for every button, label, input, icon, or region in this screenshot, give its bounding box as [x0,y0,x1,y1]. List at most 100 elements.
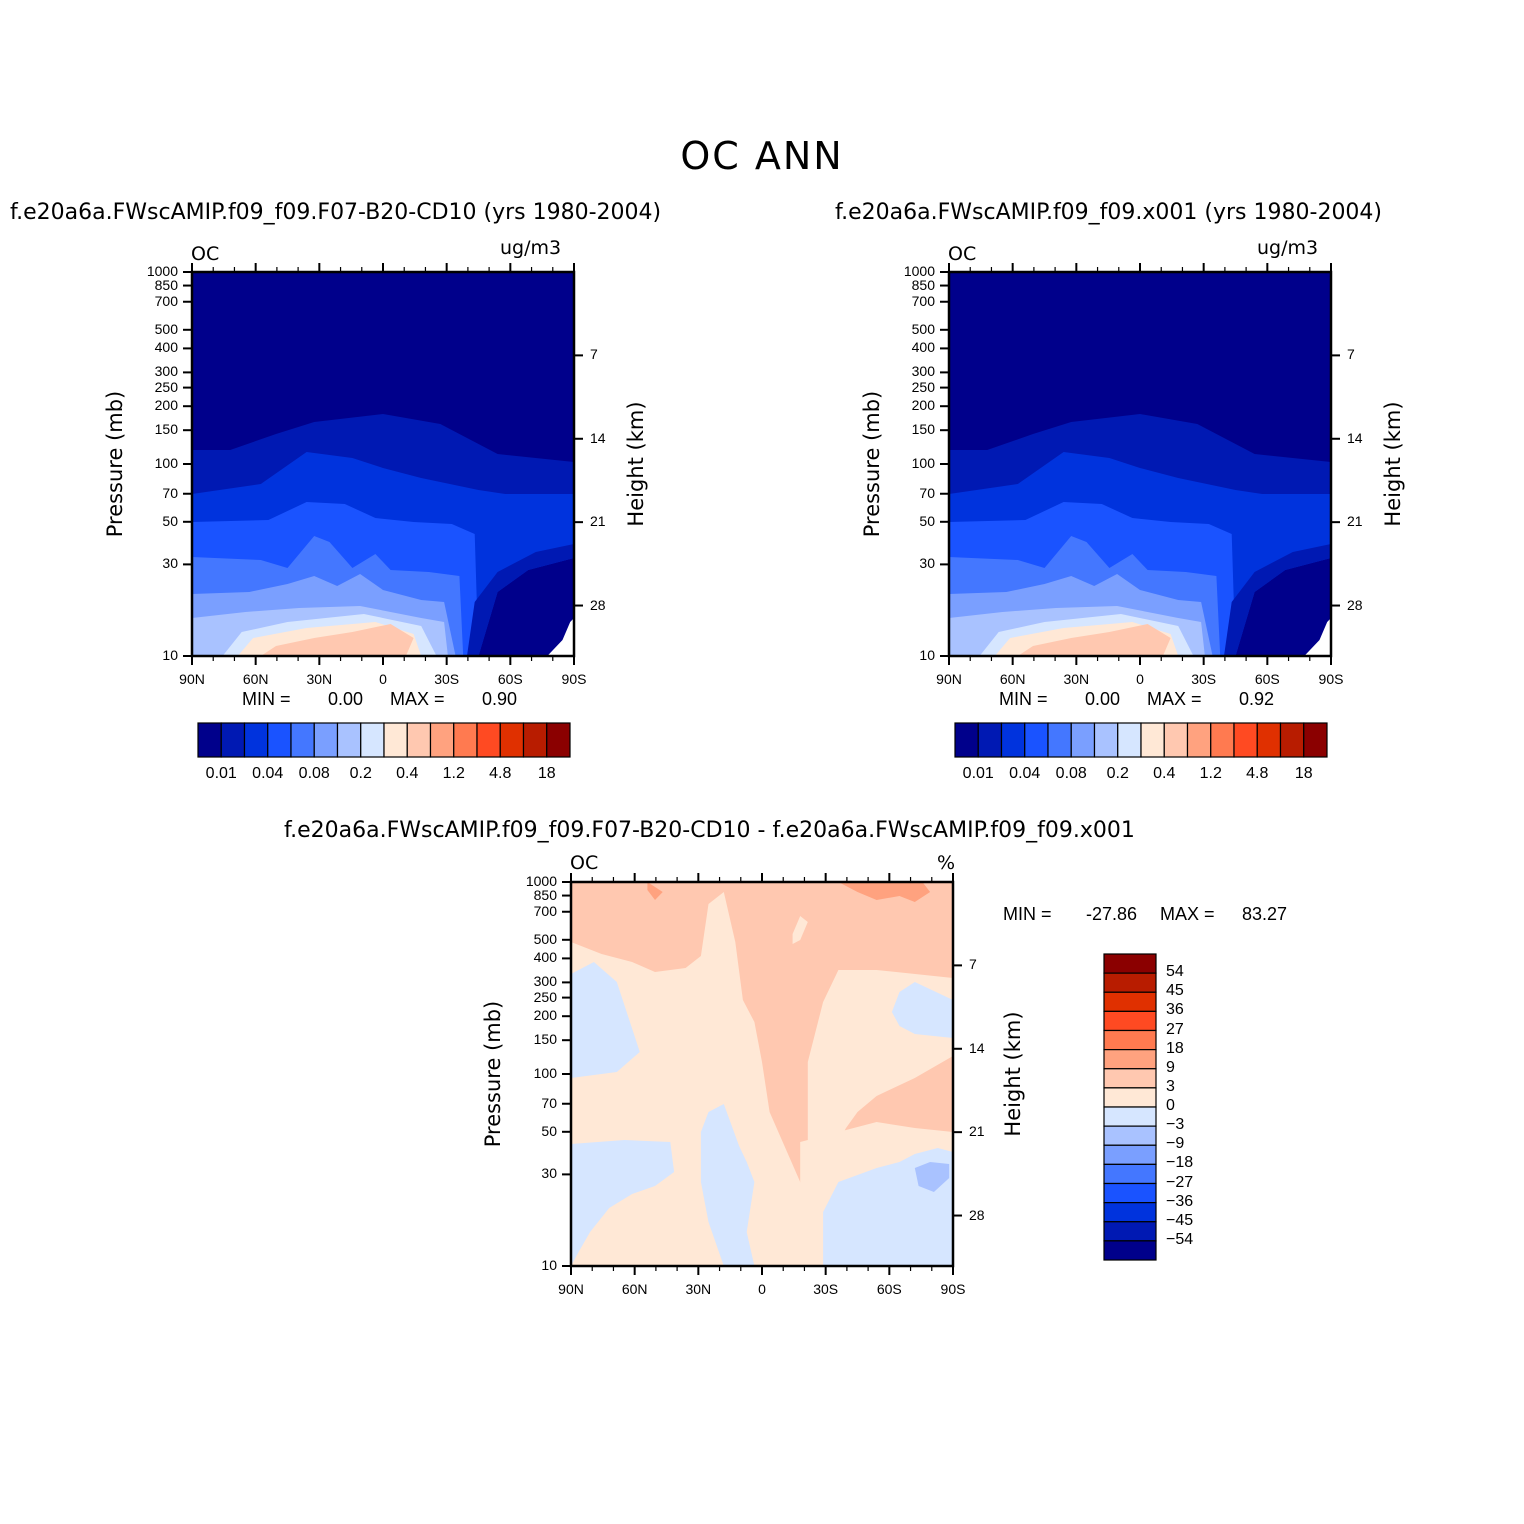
left-contour-band-12 [547,618,574,656]
left-contour-band-11 [467,544,574,656]
diff-min-label: MIN = [1003,904,1052,924]
left-colorbar-swatch [290,722,315,758]
diff-x-tick-label: 0 [758,1281,766,1297]
diff-y-tick-label: 10 [541,1257,557,1273]
right-y2-tick-label: 28 [1347,596,1363,613]
right-y-tick-label: 700 [911,292,935,309]
diff-x-tick-label: 90N [558,1281,584,1297]
right-y2-tick-label: 21 [1347,513,1363,530]
diff-colorbar-label: −45 [1166,1211,1194,1229]
right-colorbar-swatch [1024,722,1049,758]
diff-x-tick-label: 60N [621,1281,648,1297]
left-x-tick-label: 60S [497,671,523,687]
diff-x-tick-label: 30N [685,1281,712,1297]
diff-colorbar-label: −9 [1166,1135,1185,1153]
diff-units-label: % [937,852,956,874]
left-colorbar-swatch [313,722,339,758]
diff-contour-band-6 [571,1140,675,1266]
right-colorbar-label: 0.04 [1009,765,1041,782]
right-max-label: MAX = [1147,689,1202,709]
diff-colorbar-swatch [1103,1106,1157,1127]
diff-colorbar-swatch [1103,991,1157,1012]
left-colorbar-swatch [267,722,292,758]
diff-y-tick-label: 700 [533,902,557,919]
left-colorbar-label: 0.04 [252,765,284,782]
diff-max-value: 83.27 [1242,904,1288,924]
diff-colorbar-swatch [1103,1221,1157,1242]
right-y-tick-label: 10 [919,647,935,663]
diff-y-tick-label: 500 [533,930,557,947]
right-contour-band-10 [1235,558,1331,656]
diff-y2-tick-label: 14 [969,1039,985,1056]
right-contour-band-11 [1224,544,1331,656]
diff-panel-title: f.e20a6a.FWscAMIP.f09_f09.F07-B20-CD10 -… [284,818,1135,843]
right-colorbar-label: 0.01 [962,765,994,782]
diff-y-tick-label: 300 [533,973,557,990]
diff-colorbar-swatch [1103,1087,1157,1108]
left-y-tick-label: 1000 [146,263,178,279]
right-colorbar-label: 18 [1294,765,1313,782]
diff-y-tick-label: 100 [533,1065,557,1081]
right-colorbar-label: 0.08 [1055,765,1087,782]
right-y-tick-label: 150 [911,421,935,438]
main-title: OC ANN [680,134,844,178]
diff-colorbar-label: 18 [1166,1039,1184,1057]
right-units-label: ug/m3 [1257,237,1319,259]
diff-colorbar-swatch [1103,1010,1157,1032]
diff-colorbar-swatch [1103,1068,1157,1089]
left-colorbar-swatch [406,722,432,758]
right-variable-label: OC [948,243,977,265]
left-colorbar-swatch [453,722,478,758]
left-x-tick-label: 30S [434,671,460,687]
diff-colorbar-swatch [1103,1125,1157,1146]
right-panel-title: f.e20a6a.FWscAMIP.f09_f09.x001 (yrs 1980… [835,200,1383,225]
right-min-value: 0.00 [1085,689,1121,709]
right-colorbar-label: 0.4 [1153,765,1176,782]
diff-colorbar-label: −36 [1166,1192,1194,1210]
left-y-tick-label: 400 [154,339,178,356]
diff-y-tick-label: 30 [541,1165,557,1182]
diff-contour-band-13 [792,916,808,944]
left-min-label: MIN = [242,689,291,709]
diff-contour-band-7 [700,1104,755,1266]
diff-colorbar-swatch [1103,953,1157,974]
right-colorbar-label: 4.8 [1246,765,1269,782]
left-colorbar-swatch [360,722,385,758]
diff-colorbar-swatch [1103,1240,1157,1261]
left-y-tick-label: 50 [162,512,178,529]
left-contour-band-9 [260,624,414,656]
right-y-tick-label: 1000 [903,263,935,279]
left-variable-label: OC [191,243,220,265]
diff-y2-tick-label: 7 [969,956,977,973]
right-colorbar-swatch [1210,722,1235,758]
left-x-tick-label: 90S [561,671,587,687]
left-y-tick-label: 150 [154,421,178,438]
diff-contour-band-12 [838,882,931,902]
diff-contour-band-11 [647,882,663,900]
left-colorbar-swatch [522,722,548,758]
left-y-tick-label: 500 [154,320,178,337]
right-max-value: 0.92 [1239,689,1275,709]
left-units-label: ug/m3 [500,237,562,259]
diff-y2-axis-title: Height (km) [1001,1011,1025,1137]
left-y-axis-title: Pressure (mb) [103,390,127,538]
left-y-tick-label: 250 [154,378,178,395]
right-colorbar-swatch [954,722,979,758]
left-colorbar [197,722,571,758]
diff-y-tick-label: 1000 [525,873,557,889]
left-y-tick-label: 100 [154,455,178,471]
left-colorbar-label: 1.2 [442,765,465,782]
diff-variable-label: OC [570,852,599,874]
diff-y-tick-label: 250 [533,988,557,1005]
diff-colorbar-label: 0 [1166,1097,1175,1114]
diff-colorbar-label: 45 [1166,982,1184,1000]
right-colorbar-swatch [1163,722,1189,758]
right-colorbar-swatch [977,722,1003,758]
left-x-tick-label: 90N [179,671,205,687]
left-y2-axis-title: Height (km) [624,401,648,527]
left-max-value: 0.90 [482,689,518,709]
diff-y2-tick-label: 21 [969,1123,985,1140]
left-colorbar-label: 0.4 [396,765,419,782]
left-colorbar-label: 4.8 [489,765,512,782]
right-colorbar-swatch [1070,722,1096,758]
